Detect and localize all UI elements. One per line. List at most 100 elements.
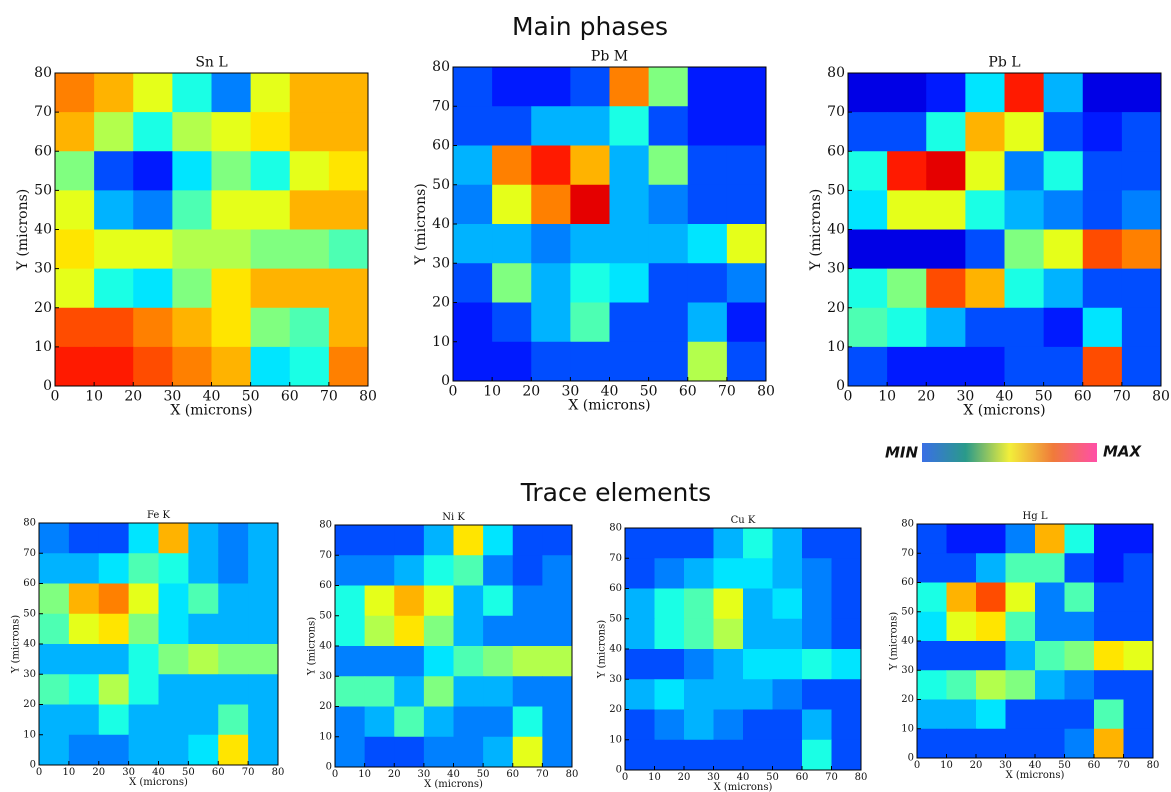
heatmap-cell [947, 700, 977, 730]
heatmap-cell [887, 347, 927, 387]
heatmap-cell [394, 555, 424, 586]
heatmap-cell [832, 619, 862, 650]
heatmap-cell [531, 146, 571, 186]
heatmap-cell [1044, 112, 1084, 152]
y-tick-label: 40 [901, 636, 914, 647]
y-tick-label: 60 [827, 143, 845, 159]
y-tick-label: 10 [34, 339, 52, 355]
heatmap-cell [1122, 269, 1162, 309]
x-axis-label: X (microns) [1006, 770, 1065, 781]
chart-title: Hg L [1023, 511, 1048, 522]
heatmap-cell [290, 347, 330, 387]
heatmap-cell [159, 674, 189, 705]
heatmap-cell [99, 644, 129, 675]
x-axis-label: X (microns) [170, 403, 252, 419]
heatmap-cell [94, 347, 134, 387]
heatmap-cell [773, 558, 803, 589]
heatmap-cell [248, 705, 278, 736]
heatmap-cell [483, 676, 513, 707]
heatmap-cell [55, 347, 95, 387]
heatmap-cell [848, 151, 888, 191]
x-tick-label: 80 [359, 389, 377, 405]
heatmap-cell [159, 614, 189, 645]
heatmap-cell [159, 553, 189, 584]
y-tick-label: 0 [908, 753, 914, 764]
x-axis-label: X (microns) [424, 779, 483, 790]
heatmap-cell [743, 558, 773, 589]
heatmap-cell [99, 523, 129, 554]
heatmap-cell [848, 112, 888, 152]
heatmap-cell [610, 185, 650, 225]
heatmap-cell [965, 190, 1005, 230]
heatmap-cell [655, 589, 685, 620]
heatmap-cell [394, 737, 424, 768]
heatmap-cell [714, 649, 744, 680]
heatmap-cell [1006, 524, 1036, 554]
heatmap-cell [773, 619, 803, 650]
heatmap-cell [965, 308, 1005, 348]
heatmap-cell [1094, 729, 1124, 759]
heatmap-cell [688, 146, 728, 186]
heatmap-cell [625, 528, 655, 559]
heatmap-cell [917, 612, 947, 642]
heatmap-cell [55, 308, 95, 348]
heatmap-cell [1083, 73, 1123, 113]
heatmap-cell [99, 614, 129, 645]
heatmap-cell [1065, 641, 1095, 671]
heatmap-cell [610, 263, 650, 303]
heatmap-cell [1005, 230, 1045, 270]
x-tick-label: 10 [63, 767, 76, 778]
heatmap-cell [365, 525, 395, 556]
heatmap-cell [832, 679, 862, 710]
heatmap-cell [99, 705, 129, 736]
heatmap-cell [39, 644, 69, 675]
heatmap-cell [248, 523, 278, 554]
y-tick-label: 20 [609, 704, 622, 715]
heatmap-cell [976, 553, 1006, 583]
heatmap-cell [1094, 700, 1124, 730]
heatmap-cell [454, 646, 484, 677]
x-tick-label: 70 [1113, 389, 1131, 405]
heatmap-cell [454, 676, 484, 707]
heatmap-cell [848, 269, 888, 309]
heatmap-cell [1124, 583, 1154, 613]
x-tick-label: 0 [914, 760, 920, 771]
y-tick-label: 10 [23, 729, 36, 740]
y-tick-label: 0 [30, 760, 36, 771]
heatmap-cell [773, 679, 803, 710]
heatmap-cell [251, 151, 291, 191]
heatmap-cell [714, 589, 744, 620]
heatmap-cell [887, 230, 927, 270]
heatmap-cell [625, 558, 655, 589]
heatmap-cell [55, 112, 95, 152]
x-tick-label: 80 [272, 767, 285, 778]
heatmap-cell [69, 614, 99, 645]
heatmap-cell [454, 737, 484, 768]
heatmap-cell [513, 707, 543, 738]
heatmap-cell [133, 308, 173, 348]
y-tick-label: 60 [609, 583, 622, 594]
heatmap-cell [542, 586, 572, 617]
heatmap-cell [802, 710, 832, 741]
heatmap-cell [1006, 583, 1036, 613]
heatmap-cell [947, 583, 977, 613]
heatmap-cell [531, 303, 571, 343]
x-tick-label: 80 [757, 384, 775, 400]
heatmap-cell [655, 710, 685, 741]
heatmap-cell [802, 558, 832, 589]
heatmap-cell [1122, 230, 1162, 270]
y-tick-label: 0 [43, 378, 52, 394]
heatmap-cell [335, 586, 365, 617]
heatmap-cell [773, 528, 803, 559]
heatmap-cell [335, 707, 365, 738]
heatmap-cell [1124, 729, 1154, 759]
heatmap-cell [655, 558, 685, 589]
heatmap-cell [1083, 190, 1123, 230]
heatmap-cell [1006, 612, 1036, 642]
heatmap-cell [926, 112, 966, 152]
heatmap-cell [625, 619, 655, 650]
heatmap-cell [1005, 190, 1045, 230]
heatmap-cell [625, 710, 655, 741]
heatmap-cell [492, 224, 532, 264]
chart-title: Fe K [147, 510, 170, 521]
